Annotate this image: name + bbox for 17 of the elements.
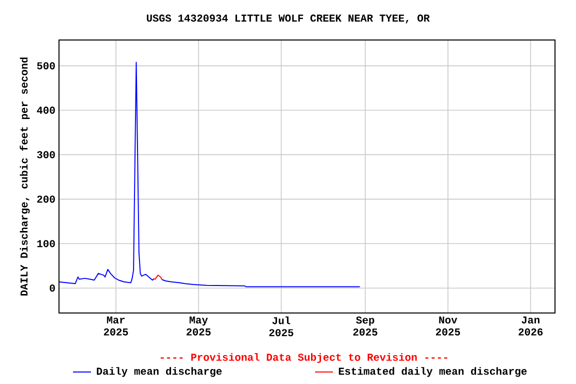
y-tick-label: 400 [36,106,55,114]
x-tick-label: May 2025 [186,316,211,336]
y-axis-title: DAILY Discharge, cubic feet per second [20,58,30,296]
y-tick-label: 500 [37,62,55,70]
x-tick-label: Mar 2025 [104,316,128,336]
x-tick-label: Sep 2025 [353,316,378,336]
legend-label: Daily mean discharge [96,367,222,377]
y-tick-label: 0 [50,284,55,292]
y-tick-label: 300 [37,151,55,158]
x-tick-label: Nov 2025 [436,316,460,336]
x-tick-label: Jul 2025 [269,316,294,336]
y-tick-label: 200 [37,196,55,203]
y-tick-label: 100 [37,240,55,248]
x-tick-label: Jan 2026 [518,316,543,336]
text: ---- Provisional Data Subject to Revision ---- [160,353,448,363]
chart-title: USGS 14320934 LITTLE WOLF CREEK NEAR TYEE, OR [146,14,430,24]
legend-label: Estimated daily mean discharge [338,367,527,377]
